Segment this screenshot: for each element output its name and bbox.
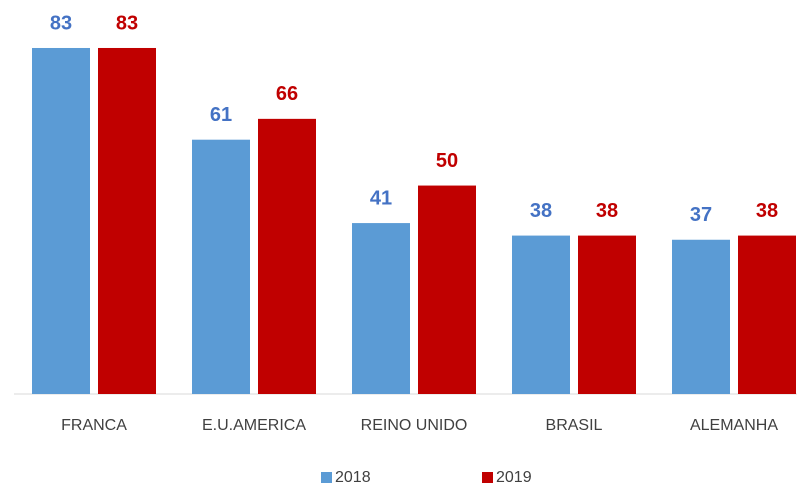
bar [258, 118, 316, 394]
x-tick-label: FRANCA [61, 417, 127, 434]
x-tick-label: E.U.AMERICA [202, 417, 306, 434]
legend-swatch [482, 472, 493, 483]
legend-swatch [321, 472, 332, 483]
value-label: 83 [50, 12, 72, 34]
bar [192, 139, 250, 394]
value-label: 83 [116, 12, 138, 34]
x-tick-label: BRASIL [546, 417, 603, 434]
bar [672, 239, 730, 394]
x-tick-label: ALEMANHA [690, 417, 778, 434]
bar [98, 47, 156, 394]
bar [578, 235, 636, 394]
value-label: 38 [596, 200, 618, 222]
value-label: 38 [530, 200, 552, 222]
legend-label: 2018 [335, 469, 371, 486]
value-label: 37 [690, 204, 712, 226]
legend-label: 2019 [496, 469, 532, 486]
value-label: 41 [370, 187, 392, 209]
value-label: 50 [436, 150, 458, 172]
bar [418, 185, 476, 394]
value-label: 38 [756, 200, 778, 222]
value-label: 66 [276, 83, 298, 105]
bar [32, 47, 90, 394]
bar [738, 235, 796, 394]
value-label: 61 [210, 104, 232, 126]
x-tick-label: REINO UNIDO [361, 417, 468, 434]
bar [512, 235, 570, 394]
bar [352, 223, 410, 394]
